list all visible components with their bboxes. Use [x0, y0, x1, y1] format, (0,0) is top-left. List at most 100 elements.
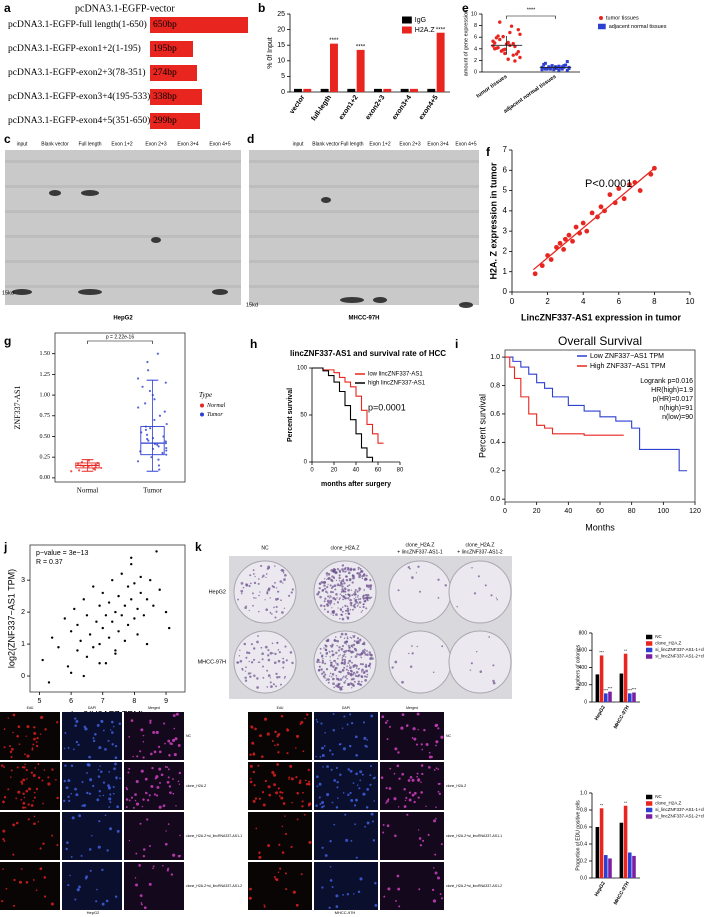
cell [105, 899, 109, 903]
cell [396, 764, 400, 768]
cell [134, 799, 137, 802]
cell [428, 766, 431, 769]
colony [253, 581, 257, 585]
cell [30, 804, 34, 807]
colony [282, 661, 285, 664]
cell [288, 778, 290, 780]
colony [258, 661, 261, 663]
cell [435, 744, 437, 747]
cell [284, 872, 287, 875]
cell [420, 791, 423, 794]
colony [475, 650, 478, 653]
colony [347, 588, 350, 592]
colony [350, 644, 353, 648]
cell [110, 720, 114, 724]
point [145, 598, 149, 601]
cell [372, 776, 376, 780]
cell [290, 845, 293, 849]
colony [369, 585, 372, 588]
cell [3, 796, 7, 799]
cell [278, 795, 281, 797]
colony [343, 661, 347, 664]
colony [249, 675, 252, 678]
cell [440, 897, 443, 900]
colony [363, 648, 366, 651]
cell [84, 727, 88, 731]
colony [336, 597, 338, 599]
y-tick-label: 4 [503, 206, 508, 215]
cell [22, 801, 26, 805]
point [157, 464, 161, 467]
colony [289, 651, 293, 654]
legend-label: Tumor [207, 412, 223, 418]
micrograph [0, 862, 60, 910]
row-label: clone_H2A.Z+si_lincRNA337-AS1-1 [446, 834, 502, 838]
colony [337, 657, 339, 660]
colony [456, 606, 458, 608]
colony [352, 684, 355, 687]
cell [140, 728, 144, 732]
colony [329, 584, 332, 587]
cell [126, 788, 129, 791]
point [518, 55, 522, 60]
point [539, 263, 545, 269]
cell [35, 787, 39, 791]
colony [360, 656, 363, 659]
colony [343, 666, 346, 669]
annotation: p=0.0001 [368, 402, 406, 412]
point [147, 369, 150, 372]
micrograph [0, 712, 60, 760]
cell [177, 780, 180, 783]
cell [115, 777, 118, 780]
colony [316, 592, 320, 596]
cell [359, 779, 362, 782]
colony [329, 595, 331, 597]
colony [284, 645, 287, 648]
cell [140, 903, 143, 906]
colony [324, 648, 328, 652]
point [117, 630, 120, 633]
colony [326, 604, 329, 607]
cell [145, 791, 148, 795]
colony [253, 596, 255, 599]
cell [286, 752, 289, 755]
cell [253, 784, 256, 787]
legend-label: NC [655, 634, 662, 639]
lane-label: Exon 1+2 [369, 141, 390, 147]
legend-label: si_lincZNF337-AS1-1+clone_H2A.Z [655, 807, 704, 812]
micrograph [62, 712, 122, 760]
y-tick-label: 0 [503, 287, 508, 296]
cell [72, 748, 75, 751]
colony [274, 616, 277, 619]
colony [365, 596, 369, 600]
cell [417, 728, 419, 731]
significance-bracket [87, 340, 153, 344]
colony [364, 678, 368, 682]
column-label: Merged [148, 706, 160, 710]
cell [417, 796, 420, 799]
colony [409, 665, 413, 669]
column-label: clone_H2A.Z [331, 545, 360, 551]
cell [355, 856, 358, 859]
point [136, 377, 140, 380]
cell [300, 720, 304, 724]
colony [495, 597, 498, 599]
cell [167, 776, 170, 779]
cell [116, 805, 120, 809]
colony [362, 605, 365, 609]
cell [158, 767, 162, 771]
cell [349, 769, 353, 773]
colony [367, 585, 371, 589]
legend-label: H2A.Z [415, 27, 436, 34]
legend-swatch [646, 794, 653, 800]
colony [330, 613, 332, 615]
point [163, 410, 166, 413]
cell [361, 773, 364, 776]
cell [153, 793, 157, 796]
cell [335, 766, 338, 770]
cell [97, 775, 101, 778]
cell [178, 854, 181, 857]
colony [361, 577, 364, 580]
lane-label: Full length [78, 141, 101, 147]
colony [354, 603, 357, 606]
